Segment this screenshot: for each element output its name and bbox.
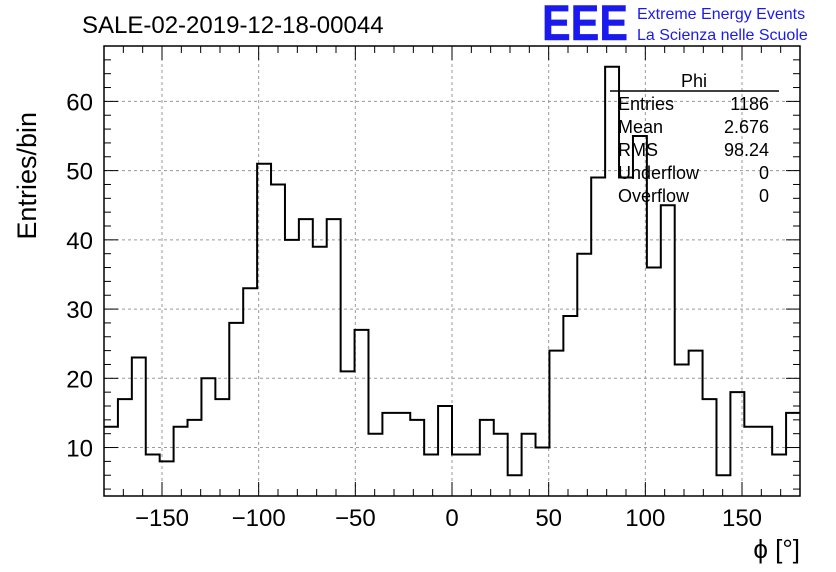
stats-value: 0 — [759, 163, 769, 183]
histogram-bin — [410, 420, 424, 496]
histogram-bin — [605, 67, 619, 496]
histogram-bin — [118, 399, 132, 496]
histogram-bin — [716, 475, 730, 496]
stats-label: Entries — [618, 94, 674, 114]
stats-rows: Entries 1186 Mean 2.676 RMS 98.24 Underflow 0 Ov… — [618, 94, 769, 206]
histogram-bin — [285, 240, 299, 496]
histogram-bin — [758, 427, 772, 496]
histogram-bin — [480, 420, 494, 496]
histogram-bin — [452, 454, 466, 496]
stats-label: Overflow — [618, 186, 690, 206]
histogram-bin — [327, 219, 341, 496]
histogram-bin — [201, 378, 215, 496]
stats-value: 2.676 — [724, 117, 769, 137]
histogram-bin — [647, 268, 661, 496]
y-tick-label: 10 — [66, 436, 93, 463]
histogram-bin — [243, 288, 257, 496]
histogram-bin — [188, 420, 202, 496]
histogram-bin — [382, 413, 396, 496]
histogram-bin — [355, 330, 369, 496]
y-tick-label: 40 — [66, 228, 93, 255]
x-tick-label: 50 — [535, 505, 562, 532]
stats-title: Phi — [681, 71, 707, 91]
x-tick-label: 100 — [625, 505, 665, 532]
histogram-outline — [104, 65, 800, 477]
y-tick-label: 20 — [66, 366, 93, 393]
histogram-bin — [619, 178, 633, 496]
histogram-bin — [368, 434, 382, 496]
histogram-bin — [591, 178, 605, 496]
histogram-bin — [675, 364, 689, 496]
histogram-bin — [396, 413, 410, 496]
x-tick-label: 150 — [722, 505, 762, 532]
histogram-bin — [577, 254, 591, 496]
logo-line-1: Extreme Energy Events — [637, 6, 805, 23]
histogram-bin — [424, 454, 438, 496]
histogram-bin — [703, 399, 717, 496]
histogram-bin — [549, 351, 563, 496]
histogram-bin — [730, 392, 744, 496]
x-tick-label: −150 — [135, 505, 189, 532]
histogram-bin — [146, 454, 160, 496]
histogram-bin — [744, 427, 758, 496]
stats-value: 0 — [759, 186, 769, 206]
stats-label: RMS — [618, 140, 658, 160]
histogram-bin — [563, 316, 577, 496]
eee-logo: EEE Extreme Energy Events La Scienza nel… — [542, 0, 808, 51]
stats-value: 98.24 — [724, 140, 769, 160]
histogram-bin — [536, 448, 550, 496]
y-tick-label: 60 — [66, 89, 93, 116]
histogram-bin — [229, 323, 243, 496]
tick-labels: −150 −100 −50 0 50 100 150 10 20 30 40 50 60 — [66, 89, 762, 532]
stats-value: 1186 — [730, 94, 769, 114]
histogram-bin — [174, 427, 188, 496]
histogram-bin — [494, 434, 508, 496]
grid-lines — [104, 46, 800, 496]
y-axis-label: Entries/bin — [12, 112, 42, 240]
x-tick-label: 0 — [445, 505, 458, 532]
x-tick-label: −50 — [335, 505, 376, 532]
histogram-bin — [132, 358, 146, 496]
chart-title: SALE-02-2019-12-18-00044 — [82, 12, 384, 39]
histogram-bin — [313, 247, 327, 496]
stats-label: Underflow — [618, 163, 700, 183]
logo-line-2: La Scienza nelle Scuole — [637, 27, 808, 44]
histogram-bin — [299, 219, 313, 496]
y-tick-label: 50 — [66, 159, 93, 186]
histogram-bin — [522, 434, 536, 496]
histogram-bin — [438, 406, 452, 496]
histogram-bin — [661, 205, 675, 496]
histogram-bin — [786, 413, 800, 496]
histogram-bin — [271, 184, 285, 496]
histogram-bin — [466, 454, 480, 496]
histogram-bin — [341, 371, 355, 496]
histogram-bin — [689, 351, 703, 496]
stats-box: Phi Entries 1186 Mean 2.676 RMS 98.24 Underflo… — [610, 71, 779, 206]
x-tick-label: −100 — [232, 505, 286, 532]
x-axis-label: ϕ [°] — [753, 534, 800, 564]
histogram-bin — [257, 164, 271, 496]
logo-mark: EEE — [542, 0, 628, 51]
histogram-series — [104, 65, 800, 496]
y-tick-label: 30 — [66, 297, 93, 324]
histogram-bin — [772, 454, 786, 496]
stats-label: Mean — [618, 117, 663, 137]
axis-ticks — [104, 46, 800, 496]
histogram-bin — [215, 399, 229, 496]
